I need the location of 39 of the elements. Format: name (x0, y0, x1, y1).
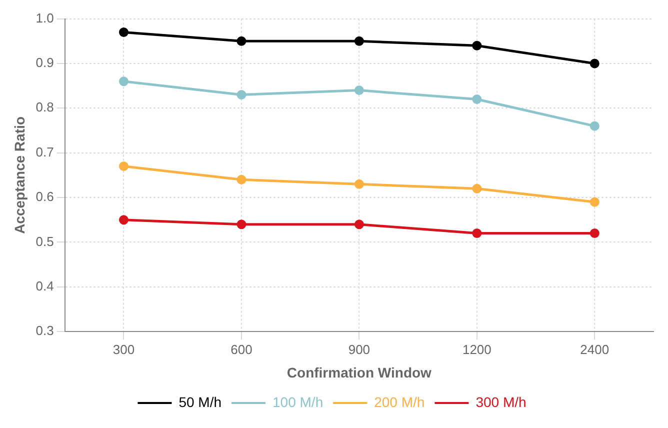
x-tick-label: 900 (348, 342, 370, 357)
y-tick-label: 0.8 (36, 100, 54, 115)
point (590, 58, 600, 68)
point (236, 174, 246, 184)
y-tick-label: 0.3 (36, 323, 54, 338)
point (590, 197, 600, 207)
x-tick-label: 300 (112, 342, 135, 357)
legend-label: 50 M/h (178, 394, 222, 410)
y-tick-label: 0.5 (36, 234, 54, 249)
x-tick-label: 2400 (580, 342, 610, 357)
point (118, 27, 128, 37)
x-tick-label: 1200 (462, 342, 492, 357)
legend-label: 300 M/h (476, 394, 526, 410)
point (236, 220, 246, 230)
x-axis-title: Confirmation Window (286, 364, 432, 380)
point (118, 215, 128, 225)
point (590, 121, 600, 131)
point (354, 86, 364, 96)
y-tick-label: 0.9 (36, 55, 54, 70)
point (236, 90, 246, 100)
point (354, 179, 364, 189)
point (354, 220, 364, 230)
x-tick-label: 600 (230, 342, 252, 357)
legend-label: 200 M/h (374, 394, 425, 410)
y-tick-label: 1.0 (36, 10, 54, 26)
point (472, 40, 482, 50)
point (236, 36, 246, 46)
y-tick-label: 0.4 (36, 278, 54, 294)
y-tick-label: 0.7 (36, 144, 54, 160)
point (354, 36, 364, 46)
point (118, 76, 128, 86)
y-axis-title: Acceptance Ratio (11, 116, 28, 234)
point (472, 184, 482, 194)
point (590, 228, 600, 238)
y-tick-label: 0.6 (36, 189, 54, 204)
point (472, 94, 482, 104)
point (472, 228, 482, 238)
legend-label: 100 M/h (272, 394, 324, 410)
point (118, 162, 128, 172)
